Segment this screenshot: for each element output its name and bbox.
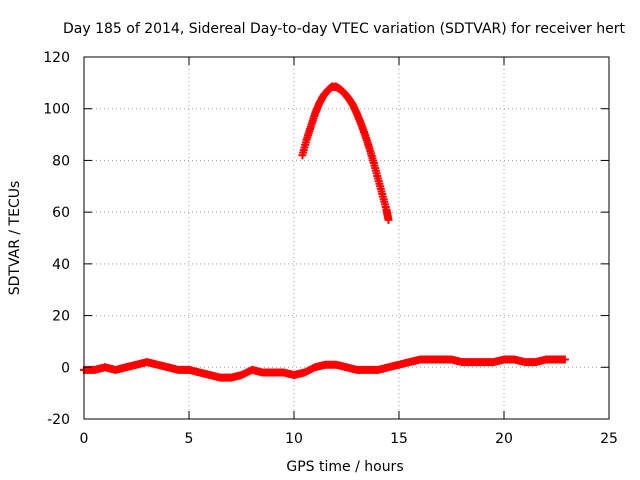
x-tick-label: 5: [185, 431, 194, 447]
x-axis-label: GPS time / hours: [286, 459, 403, 475]
x-tick-label: 25: [600, 431, 618, 447]
x-tick-label: 20: [495, 431, 513, 447]
y-tick-label: 100: [43, 102, 70, 118]
data-point-marker: [384, 215, 393, 224]
series-1: [298, 82, 393, 224]
y-axis-label: SDTVAR / TECUs: [7, 181, 23, 296]
grid-lines: [84, 57, 609, 419]
series-0: [80, 355, 569, 382]
y-tick-label: 120: [43, 50, 70, 66]
axis-ticks: 0 5 10 15 20 25 -20 0 20 40 60 80 100 120: [43, 50, 618, 447]
x-tick-label: 10: [285, 431, 303, 447]
y-tick-label: 20: [52, 309, 70, 325]
y-tick-label: 0: [61, 360, 70, 376]
y-tick-label: -20: [47, 412, 70, 428]
plot-frame: [83, 56, 610, 420]
x-tick-label: 0: [80, 431, 89, 447]
y-tick-label: 60: [52, 205, 70, 221]
data-point-marker: [560, 355, 569, 364]
chart-title: Day 185 of 2014, Sidereal Day-to-day VTE…: [63, 21, 625, 37]
y-tick-label: 80: [52, 153, 70, 169]
y-tick-label: 40: [52, 257, 70, 273]
x-tick-label: 15: [390, 431, 408, 447]
data-series: [80, 82, 569, 382]
